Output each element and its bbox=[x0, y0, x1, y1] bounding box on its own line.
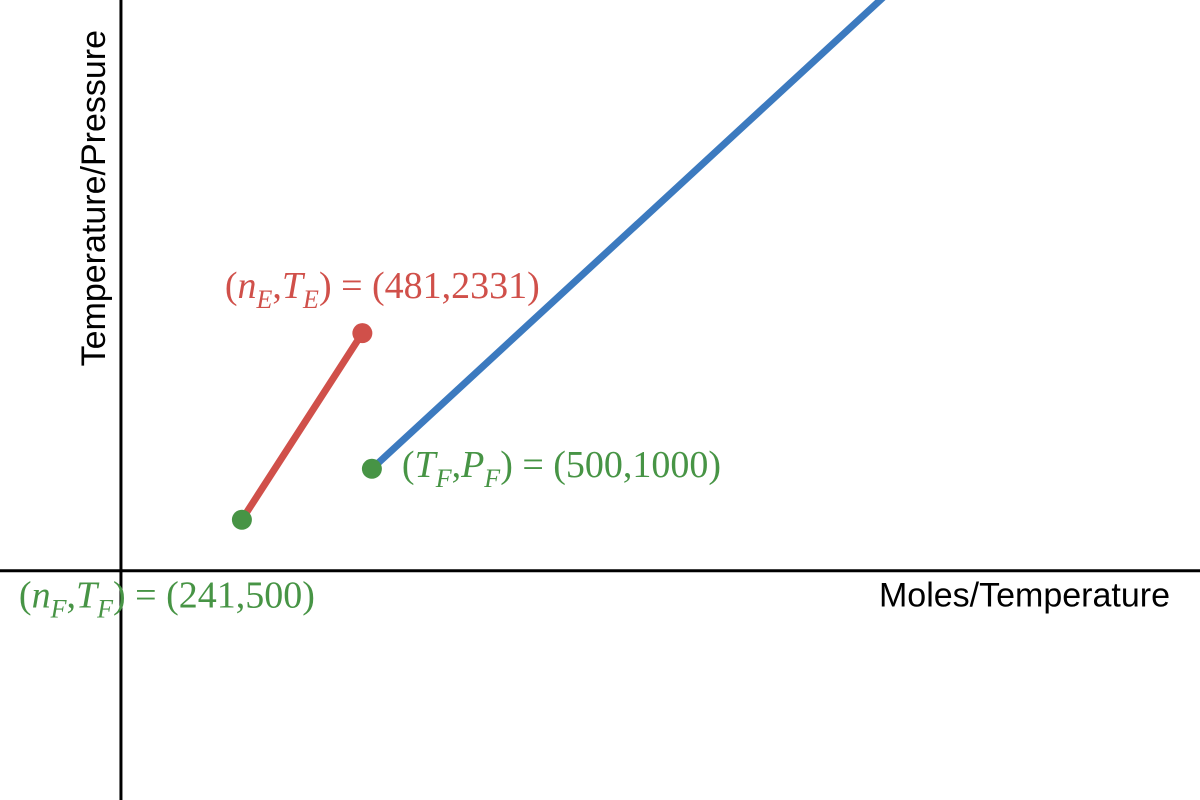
data-point-1-0 bbox=[231, 509, 252, 530]
point-label-1: (nE,TE) = (481,2331) bbox=[225, 265, 540, 314]
series-line-1 bbox=[238, 329, 366, 524]
series-line-0 bbox=[368, 0, 886, 473]
series-layer bbox=[231, 0, 886, 530]
data-point-1-1 bbox=[352, 323, 373, 344]
point-labels: (TE,PE) = (2331,9314)(nE,TE) = (481,2331… bbox=[19, 265, 721, 624]
y-axis-label: Temperature/Pressure bbox=[75, 30, 113, 366]
point-label-2: (TF,PF) = (500,1000) bbox=[402, 444, 721, 493]
x-axis-label: Moles/Temperature bbox=[879, 577, 1170, 615]
point-label-3: (nF,TF) = (241,500) bbox=[19, 575, 315, 624]
data-point-0-0 bbox=[361, 458, 382, 479]
